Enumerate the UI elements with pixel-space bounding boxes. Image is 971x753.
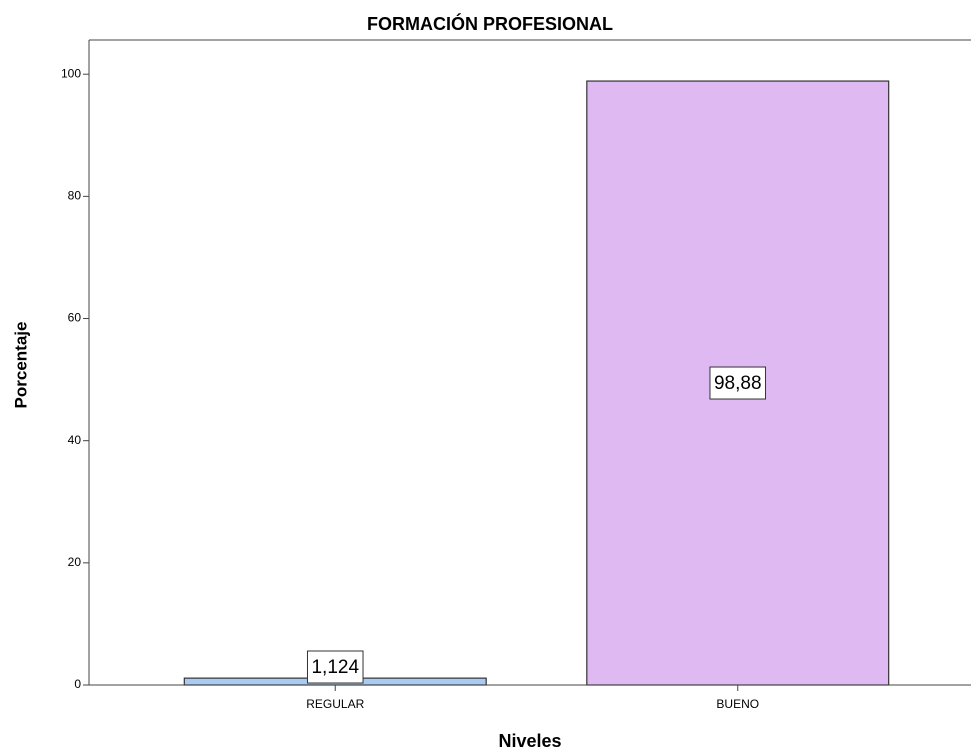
y-tick-label: 40 [68,433,82,447]
x-axis-label: Niveles [498,731,561,751]
y-tick-label: 100 [61,66,81,80]
y-axis-label: Porcentaje [11,322,30,409]
y-tick-label: 60 [68,311,82,325]
x-tick-label: REGULAR [306,697,364,711]
value-label: 1,124 [311,657,359,678]
value-label-box [306,650,364,684]
value-label-box [709,366,767,400]
x-tick-label: BUENO [716,697,759,711]
chart-title: FORMACIÓN PROFESIONAL [367,13,613,34]
y-tick-label: 20 [68,555,82,569]
value-label: 98,88 [714,373,762,394]
y-tick-label: 0 [74,677,81,691]
y-tick-label: 80 [68,189,82,203]
